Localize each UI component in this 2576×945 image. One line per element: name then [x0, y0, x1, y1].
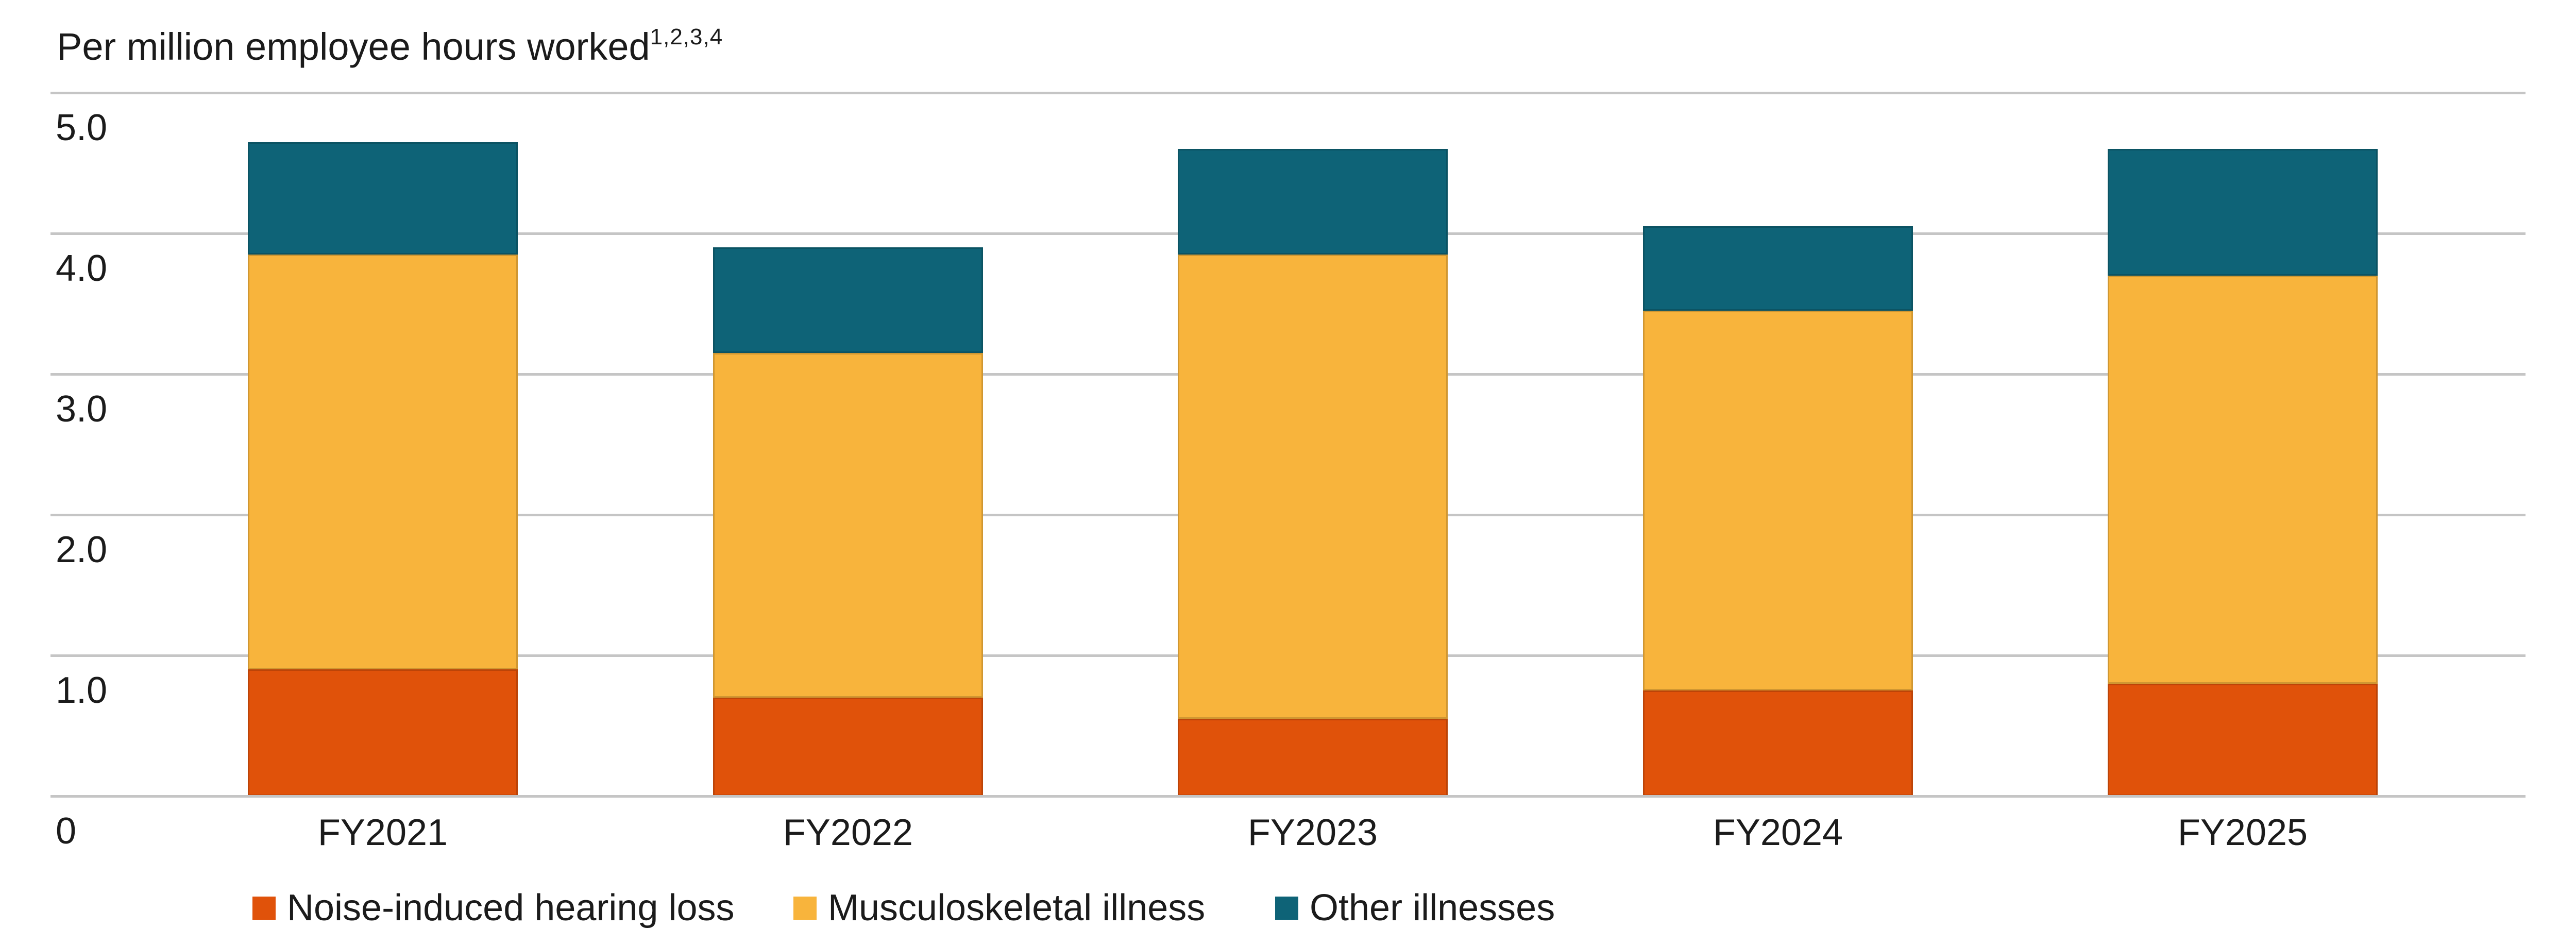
y-tick-label-3-0: 3.0	[56, 389, 108, 430]
bar-segment-fy2024-musculoskeletal-illness	[1643, 311, 1913, 691]
y-tick-label-4-0: 4.0	[56, 248, 108, 289]
x-tick-label-fy2025: FY2025	[2177, 812, 2308, 853]
legend-item-musculoskeletal-illness: Musculoskeletal illness	[793, 889, 1205, 926]
x-tick-label-fy2023: FY2023	[1247, 812, 1378, 853]
bar-segment-fy2025-musculoskeletal-illness	[2108, 275, 2378, 684]
bar-segment-fy2025-noise-induced-hearing-loss	[2108, 683, 2378, 796]
y-tick-label-2-0: 2.0	[56, 529, 108, 570]
bar-segment-fy2022-noise-induced-hearing-loss	[713, 697, 983, 796]
y-tick-label-1-0: 1.0	[56, 670, 108, 711]
x-tick-label-fy2021: FY2021	[317, 812, 448, 853]
bar-segment-fy2022-other-illnesses	[713, 247, 983, 353]
bar-segment-fy2021-noise-induced-hearing-loss	[248, 669, 518, 796]
legend-item-other-illnesses: Other illnesses	[1275, 889, 1555, 926]
legend-item-noise-induced-hearing-loss: Noise-induced hearing loss	[252, 889, 735, 926]
bar-segment-fy2024-noise-induced-hearing-loss	[1643, 690, 1913, 796]
y-tick-label-5-0: 5.0	[56, 107, 108, 148]
bar-segment-fy2022-musculoskeletal-illness	[713, 353, 983, 698]
y-tick-label-0: 0	[56, 811, 77, 852]
bar-segment-fy2023-musculoskeletal-illness	[1178, 254, 1448, 719]
x-axis-line	[50, 795, 2526, 798]
legend-label-noise-induced-hearing-loss: Noise-induced hearing loss	[287, 887, 735, 929]
legend-swatch-other-illnesses	[1275, 896, 1298, 920]
bar-segment-fy2021-other-illnesses	[248, 142, 518, 255]
legend-label-musculoskeletal-illness: Musculoskeletal illness	[828, 887, 1206, 929]
bar-segment-fy2024-other-illnesses	[1643, 226, 1913, 311]
chart-title-footnote-markers: 1,2,3,4	[650, 24, 723, 49]
gridline-5.0	[50, 92, 2526, 94]
x-tick-label-fy2024: FY2024	[1713, 812, 1843, 853]
x-tick-label-fy2022: FY2022	[783, 812, 913, 853]
legend-swatch-musculoskeletal-illness	[793, 896, 817, 920]
chart-title-text: Per million employee hours worked	[57, 25, 650, 68]
bar-segment-fy2023-other-illnesses	[1178, 149, 1448, 255]
chart-title: Per million employee hours worked1,2,3,4	[57, 24, 723, 68]
bar-segment-fy2025-other-illnesses	[2108, 149, 2378, 276]
bar-segment-fy2021-musculoskeletal-illness	[248, 254, 518, 670]
legend-swatch-noise-induced-hearing-loss	[252, 896, 276, 920]
bar-segment-fy2023-noise-induced-hearing-loss	[1178, 718, 1448, 796]
legend-label-other-illnesses: Other illnesses	[1310, 887, 1555, 929]
